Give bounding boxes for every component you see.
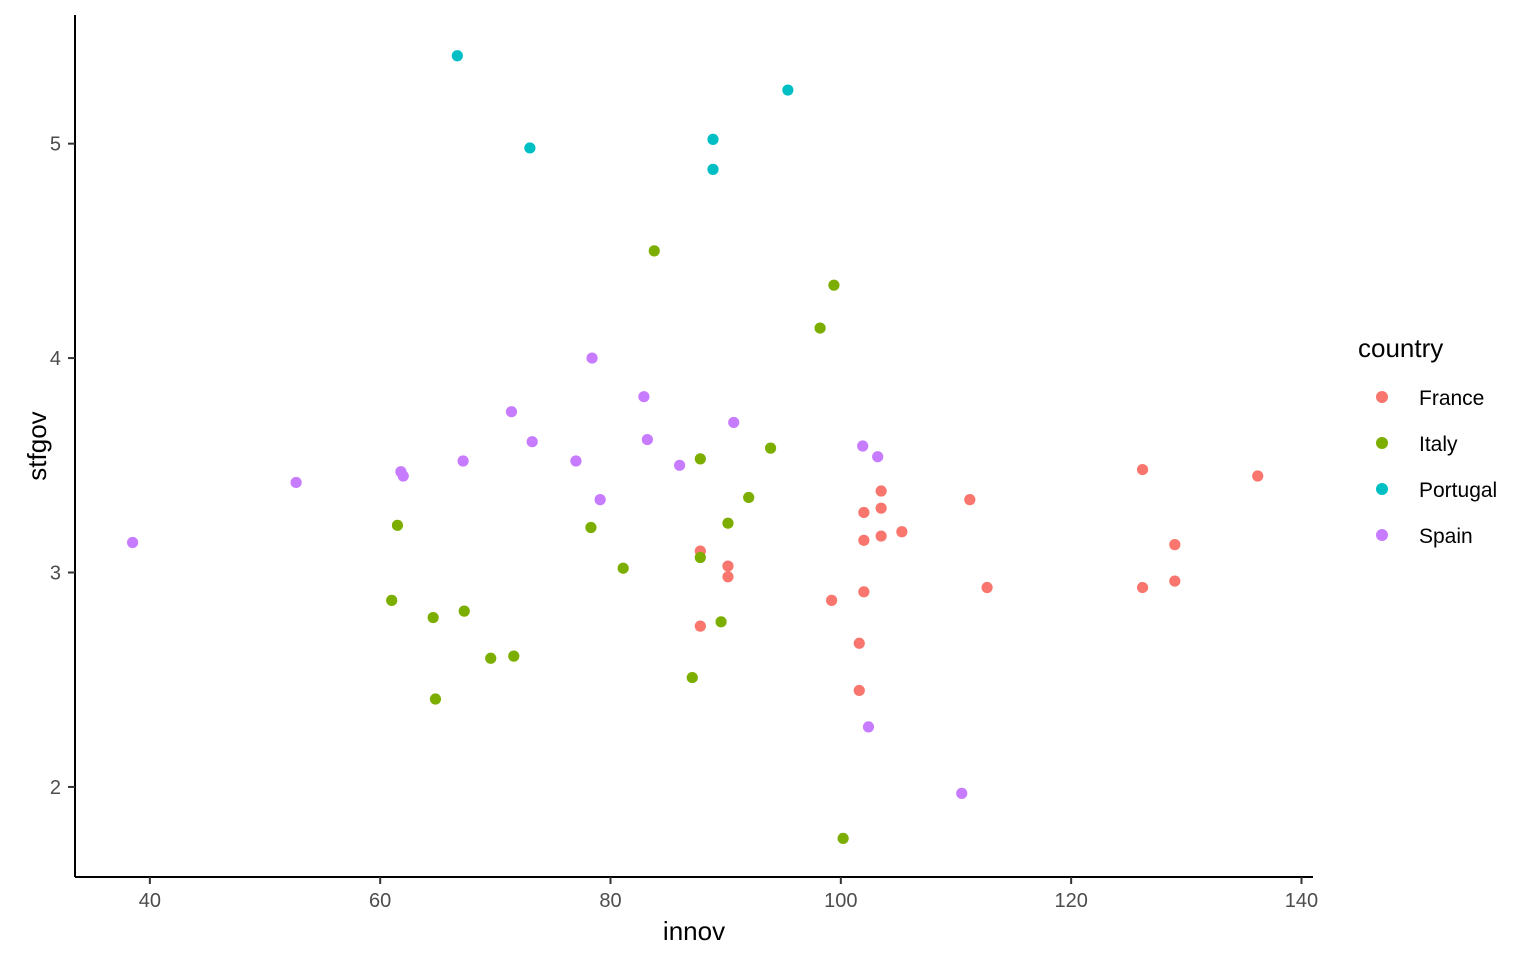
y-ticks: 2 3 4 5 [50,134,75,799]
point-france [694,620,706,632]
point-france [1169,575,1181,587]
point-france [981,581,993,594]
point-italy [764,442,777,454]
legend-key-spain [1376,529,1388,541]
point-italy [648,245,660,257]
point-italy [743,491,755,504]
legend-key-italy [1376,437,1388,449]
point-spain [126,536,139,549]
point-france [1136,463,1149,476]
point-spain [641,433,653,446]
legend: country France Italy Portugal Spain [1358,333,1497,548]
point-france [853,637,865,649]
y-tick-label: 5 [50,134,61,156]
point-spain [526,436,538,448]
y-axis-title: stfgov [22,411,52,480]
point-france [826,594,838,606]
legend-label-italy: Italy [1419,433,1458,456]
x-tick-label: 60 [369,890,391,912]
legend-key-france [1376,391,1388,403]
point-italy [458,605,470,617]
x-axis-title: innov [663,916,725,946]
x-ticks: 40 60 80 100 120 140 [139,877,1318,912]
point-france [875,502,887,514]
point-italy [828,279,840,291]
point-italy [617,562,629,574]
point-france [1136,581,1149,594]
point-france [858,534,870,546]
point-portugal [524,142,536,154]
point-italy [814,322,826,334]
point-france [858,506,870,519]
point-spain [570,455,582,467]
point-italy [694,551,706,564]
point-portugal [707,163,719,175]
point-spain [674,459,686,471]
point-spain [872,451,884,463]
point-france [1252,470,1264,482]
point-italy [391,519,404,531]
legend-label-france: France [1419,387,1484,410]
legend-label-portugal: Portugal [1419,479,1497,502]
point-italy [715,616,727,628]
point-spain [586,352,598,364]
y-tick-label: 2 [50,777,61,799]
point-france [964,494,976,506]
point-italy [386,594,398,606]
axes-layer [74,15,1313,878]
x-tick-label: 40 [139,890,161,912]
point-france [722,571,734,583]
legend-items: France Italy Portugal Spain [1376,387,1497,548]
point-spain [290,476,302,489]
point-italy [686,671,698,684]
point-portugal [707,133,719,145]
y-tick-label: 4 [50,348,61,370]
legend-label-spain: Spain [1419,525,1473,548]
legend-key-portugal [1376,483,1388,495]
point-france [875,485,887,497]
point-spain [862,721,875,733]
legend-title: country [1358,333,1443,363]
point-france [1169,539,1181,551]
point-italy [485,652,497,664]
point-spain [457,455,469,467]
x-tick-label: 80 [599,890,621,912]
point-italy [837,832,849,845]
point-italy [585,521,597,534]
point-france [875,530,887,542]
point-france [722,560,734,572]
point-spain [505,406,518,418]
point-spain [638,391,650,403]
point-italy [722,517,734,529]
point-spain [956,787,968,799]
point-italy [427,611,439,624]
point-italy [429,693,442,705]
point-france [896,526,908,538]
x-tick-label: 100 [824,890,857,912]
point-france [858,586,870,598]
x-tick-label: 120 [1054,890,1087,912]
point-spain [728,416,740,429]
point-italy [694,453,706,465]
point-spain [857,440,869,452]
point-spain [594,494,606,506]
x-tick-label: 140 [1285,890,1318,912]
point-italy [508,650,520,662]
point-portugal [451,50,463,62]
point-spain [397,470,409,482]
point-portugal [782,84,794,96]
point-france [853,684,865,697]
points-layer [126,50,1264,845]
y-tick-label: 3 [50,563,61,585]
